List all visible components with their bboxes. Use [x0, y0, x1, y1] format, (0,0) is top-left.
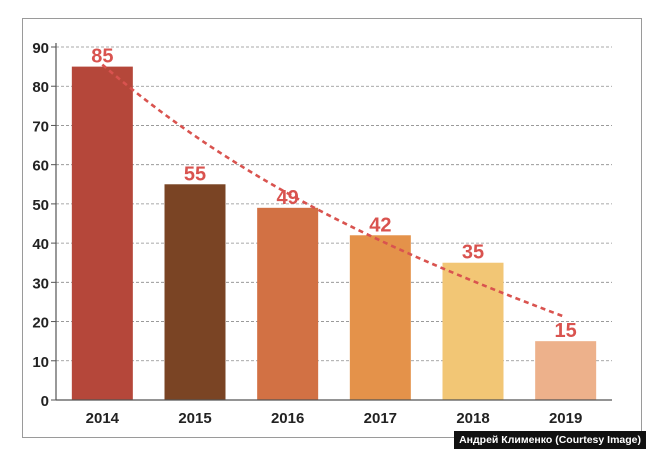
y-axis: 0 10 20 30 40 50 60 70 80 90 — [32, 40, 57, 410]
data-label: 35 — [462, 242, 484, 264]
y-tick-label: 80 — [32, 79, 49, 96]
data-label: 55 — [184, 163, 206, 185]
bar-2019 — [535, 341, 597, 400]
data-label: 85 — [91, 46, 113, 68]
y-tick-label: 30 — [32, 275, 49, 292]
data-label: 42 — [369, 214, 391, 236]
x-tick-label: 2017 — [364, 410, 397, 427]
grid-lines — [56, 46, 612, 362]
x-tick-label: 2015 — [178, 410, 211, 427]
x-tick-label: 2014 — [86, 410, 120, 427]
y-tick-label: 70 — [32, 118, 49, 135]
image-credit: Андрей Клименко (Courtesy Image) — [454, 431, 646, 449]
data-label: 49 — [277, 187, 299, 209]
trend-line — [101, 63, 567, 319]
y-tick-label: 60 — [32, 158, 49, 175]
y-tick-label: 20 — [32, 315, 49, 332]
bar-2017 — [349, 235, 411, 400]
y-tick-label: 0 — [41, 393, 49, 410]
bar-2015 — [164, 184, 226, 400]
x-axis: 2014 2015 2016 2017 2018 2019 — [56, 399, 612, 427]
x-tick-label: 2016 — [271, 410, 304, 427]
y-tick-label: 90 — [32, 40, 49, 57]
data-labels: 85 55 49 42 35 15 — [91, 46, 577, 343]
y-tick-label: 10 — [32, 354, 49, 371]
x-tick-label: 2018 — [456, 410, 489, 427]
y-tick-label: 40 — [32, 236, 49, 253]
y-tick-label: 50 — [32, 197, 49, 214]
bars — [71, 66, 597, 400]
bar-2016 — [257, 207, 319, 400]
x-tick-label: 2019 — [549, 410, 582, 427]
bar-2018 — [442, 262, 504, 400]
data-label: 15 — [555, 320, 577, 342]
bar-2014 — [71, 66, 133, 400]
